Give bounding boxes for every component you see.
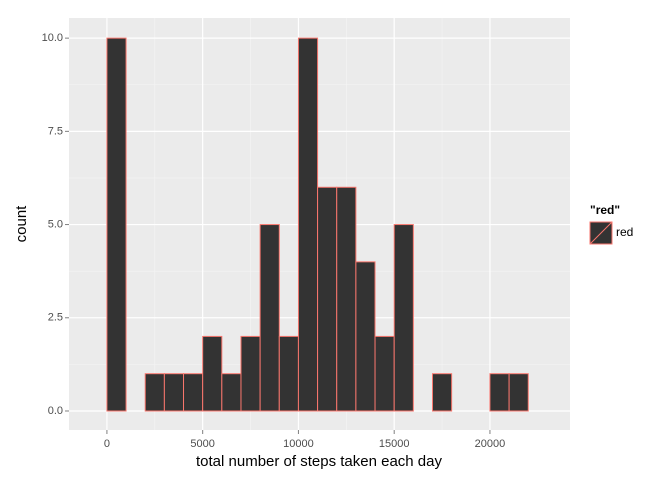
y-tick-label: 2.5 bbox=[48, 312, 63, 324]
bar bbox=[393, 224, 414, 412]
x-tick-label: 5000 bbox=[190, 438, 214, 450]
x-tick-label: 15000 bbox=[379, 438, 410, 450]
x-axis-title: total number of steps taken each day bbox=[196, 453, 442, 470]
bar bbox=[508, 373, 529, 412]
bar bbox=[163, 373, 185, 412]
y-tick-label: 10.0 bbox=[42, 32, 63, 44]
bar bbox=[106, 37, 127, 412]
bar bbox=[355, 261, 376, 412]
x-tick-label: 0 bbox=[104, 438, 110, 450]
bar bbox=[259, 224, 280, 412]
bar bbox=[336, 186, 357, 412]
x-tick-label: 20000 bbox=[475, 438, 506, 450]
y-tick-label: 0.0 bbox=[48, 405, 63, 417]
bar bbox=[374, 335, 395, 412]
legend-title: "red" bbox=[590, 203, 620, 217]
y-tick-label: 5.0 bbox=[48, 218, 63, 230]
bar bbox=[202, 335, 223, 412]
legend-label: red bbox=[616, 225, 633, 239]
bar bbox=[431, 373, 453, 412]
bar bbox=[489, 373, 510, 412]
x-tick-label: 10000 bbox=[283, 438, 314, 450]
bar bbox=[297, 37, 319, 412]
bar bbox=[183, 373, 204, 412]
bar bbox=[278, 335, 299, 412]
y-tick-label: 7.5 bbox=[48, 125, 63, 137]
bar bbox=[317, 186, 338, 412]
bar bbox=[221, 373, 242, 412]
legend-key-slash bbox=[589, 221, 613, 245]
bar bbox=[240, 335, 261, 412]
bar bbox=[144, 373, 165, 412]
y-axis-title: count bbox=[13, 205, 30, 243]
